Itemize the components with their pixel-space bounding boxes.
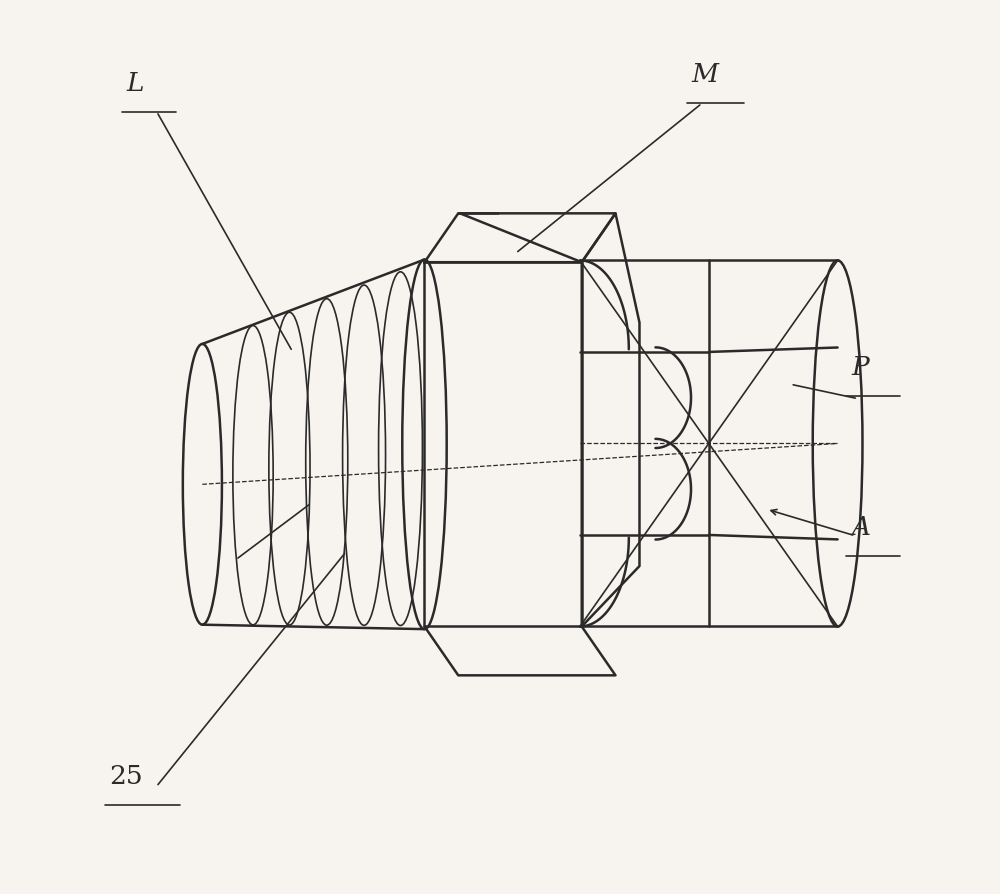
Text: 25: 25 bbox=[109, 764, 143, 789]
Text: P: P bbox=[851, 356, 869, 380]
Text: A: A bbox=[851, 515, 870, 540]
Text: L: L bbox=[127, 71, 144, 96]
Text: M: M bbox=[691, 63, 718, 88]
